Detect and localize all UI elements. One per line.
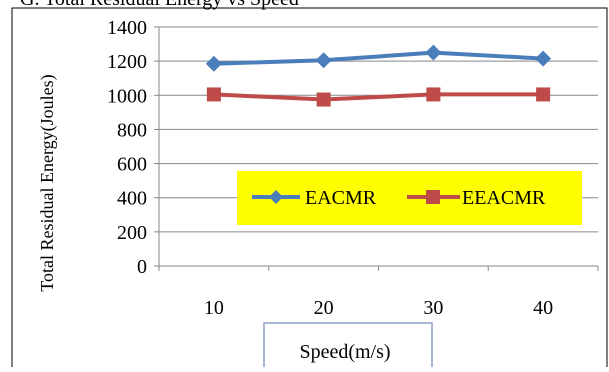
y-tick-label: 1200 [107, 51, 147, 73]
data-point-eeacmr [316, 92, 331, 107]
legend-label-eeacmr: EEACMR [462, 187, 546, 209]
data-point-eeacmr [206, 87, 221, 102]
data-point-eacmr [425, 44, 442, 61]
x-tick-label: 20 [314, 297, 334, 319]
data-point-eeacmr [426, 87, 441, 102]
legend: EACMR EEACMR [237, 171, 582, 225]
tick-labels: 0 200 400 600 800 1000 1200 1400 10 20 30 40 [107, 17, 553, 319]
data-point-eacmr [535, 50, 552, 67]
x-tick-label: 30 [423, 297, 443, 319]
y-tick-label: 1000 [107, 85, 147, 107]
legend-swatch-eacmr-marker [269, 190, 283, 204]
data-point-eacmr [205, 55, 222, 72]
y-axis-label: Total Residual Energy(Joules) [37, 74, 58, 291]
legend-swatch-eeacmr-marker [426, 190, 440, 204]
chart-border [11, 7, 608, 372]
series [205, 44, 552, 107]
chart-title: G. Total Residual Energy vs Speed [20, 0, 299, 10]
series-line-eacmr [213, 50, 544, 66]
y-tick-label: 400 [117, 188, 147, 210]
data-point-eacmr [315, 52, 332, 69]
legend-label-eacmr: EACMR [305, 187, 377, 209]
y-tick-label: 1400 [107, 17, 147, 39]
y-tick-label: 200 [117, 222, 147, 244]
series-line-eeacmr [213, 92, 544, 102]
x-tick-label: 40 [533, 297, 553, 319]
x-axis-label: Speed(m/s) [299, 341, 390, 363]
data-point-eeacmr [536, 87, 551, 102]
x-tick-label: 10 [204, 297, 224, 319]
y-tick-label: 800 [117, 119, 147, 141]
y-tick-label: 600 [117, 154, 147, 176]
y-tick-label: 0 [137, 256, 147, 278]
axes [154, 26, 599, 271]
